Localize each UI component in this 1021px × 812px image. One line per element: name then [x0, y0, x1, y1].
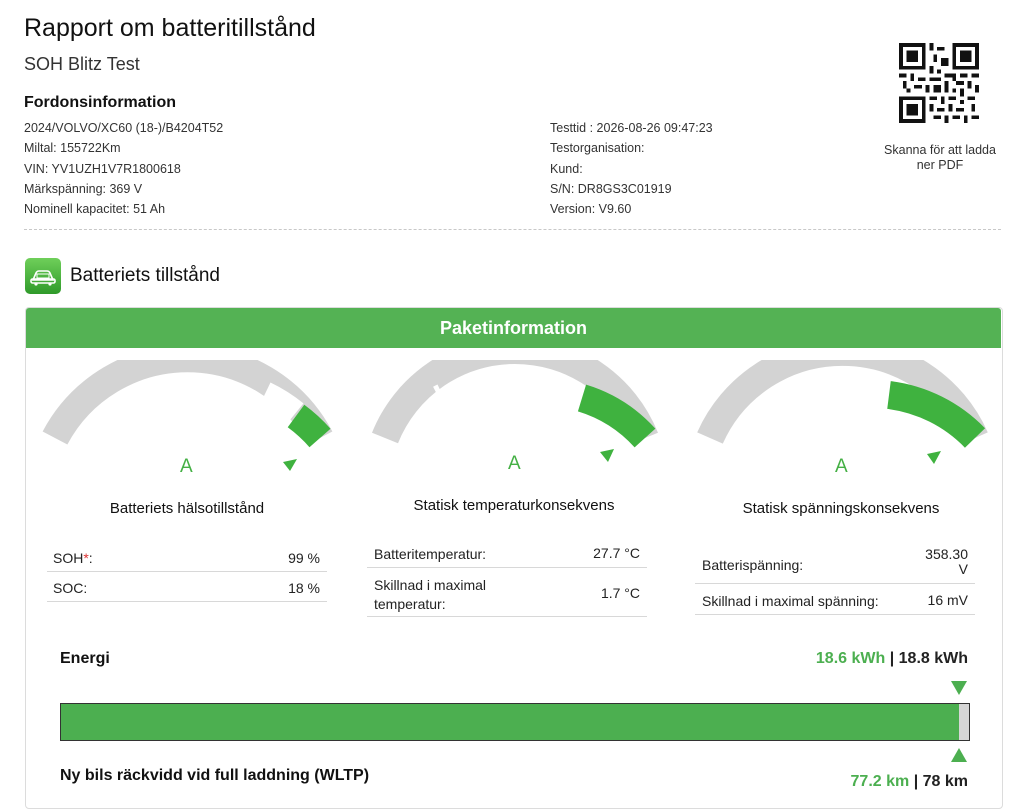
battery-car-icon: [25, 258, 61, 294]
energy-label: Energi: [60, 650, 110, 667]
soh-row: SOH*: 99 %: [47, 545, 327, 572]
soh-value: 99 %: [288, 550, 320, 566]
battery-temperature-row: Batteritemperatur: 27.7 °C: [367, 540, 647, 568]
range-current: 77.2 km: [850, 773, 910, 790]
temperature-difference-row: Skillnad i maximal temperatur: 1.7 °C: [367, 570, 647, 617]
battery-voltage-value: 358.30 V: [925, 546, 968, 577]
vehicle-model: 2024/VOLVO/XC60 (18-)/B4204T52: [24, 121, 224, 135]
energy-bar: [60, 703, 970, 741]
software-version: Version: V9.60: [550, 202, 632, 217]
soh-label: SOH*:: [53, 550, 93, 566]
battery-section-title: Batteriets tillstånd: [70, 265, 220, 286]
health-grade: A: [180, 456, 193, 477]
voltage-difference-label: Skillnad i maximal spänning:: [702, 593, 879, 609]
vehicle-nominal-capacity: Nominell kapacitet: 51 Ah: [24, 202, 166, 217]
qr-caption: Skanna för att ladda ner PDF: [884, 143, 996, 172]
voltage-difference-row: Skillnad i maximal spänning: 16 mV: [695, 587, 975, 615]
battery-temperature-label: Batteritemperatur:: [374, 546, 487, 562]
customer: Kund:: [550, 161, 583, 176]
vehicle-info-heading: Fordonsinformation: [24, 94, 176, 111]
range-marker-icon: [951, 748, 967, 762]
soh-asterisk: *: [83, 550, 89, 566]
soc-label: SOC:: [53, 580, 88, 596]
temperature-difference-value: 1.7 °C: [600, 585, 640, 601]
divider: [24, 229, 1001, 230]
soc-row: SOC: 18 %: [47, 574, 327, 602]
temperature-difference-label: Skillnad i maximal temperatur:: [374, 577, 487, 612]
package-info-header: Paketinformation: [26, 308, 1001, 348]
vehicle-mileage: Miltal: 155722Km: [24, 141, 121, 156]
test-organisation: Testorganisation:: [550, 141, 645, 156]
voltage-difference-value: 16 mV: [927, 592, 968, 608]
battery-voltage-row: Batterispänning: 358.30 V: [695, 543, 975, 584]
vehicle-nominal-voltage: Märkspänning: 369 V: [24, 181, 143, 196]
voltage-gauge: [697, 360, 988, 464]
battery-voltage-label: Batterispänning:: [702, 557, 804, 573]
voltage-grade: A: [835, 456, 848, 477]
vehicle-info-right: Testtid : 2026-08-26 09:47:23 Testorgani…: [550, 118, 713, 219]
range-readout: 77.2 km | 78 km: [850, 773, 968, 790]
temperature-gauge-label: Statisk temperaturkonsekvens: [413, 497, 615, 514]
range-label: Ny bils räckvidd vid full laddning (WLTP…: [60, 767, 370, 784]
package-info-card: [25, 307, 1003, 809]
battery-temperature-value: 27.7 °C: [593, 545, 640, 561]
voltage-gauge-label: Statisk spänningskonsekvens: [742, 500, 940, 517]
report-subtitle: SOH Blitz Test: [24, 54, 140, 74]
serial-number: S/N: DR8GS3C01919: [550, 181, 672, 196]
health-gauge: [42, 360, 333, 471]
report-title: Rapport om batteritillstånd: [24, 14, 316, 42]
range-total: 78 km: [922, 773, 968, 790]
test-time: Testtid : 2026-08-26 09:47:23: [550, 121, 713, 135]
vehicle-vin: VIN: YV1UZH1V7R1800618: [24, 161, 181, 176]
soc-value: 18 %: [288, 580, 320, 596]
energy-current: 18.6 kWh: [815, 650, 886, 667]
energy-bar-fill: [61, 704, 959, 740]
energy-marker-icon: [951, 681, 967, 695]
qr-code-icon[interactable]: [899, 43, 979, 123]
energy-readout: 18.6 kWh | 18.8 kWh: [815, 650, 968, 667]
energy-total: 18.8 kWh: [898, 650, 968, 667]
temperature-grade: A: [508, 453, 521, 474]
health-gauge-label: Batteriets hälsotillstånd: [109, 500, 265, 517]
vehicle-info-left: 2024/VOLVO/XC60 (18-)/B4204T52 Miltal: 1…: [24, 118, 223, 219]
temperature-gauge: [372, 360, 658, 462]
